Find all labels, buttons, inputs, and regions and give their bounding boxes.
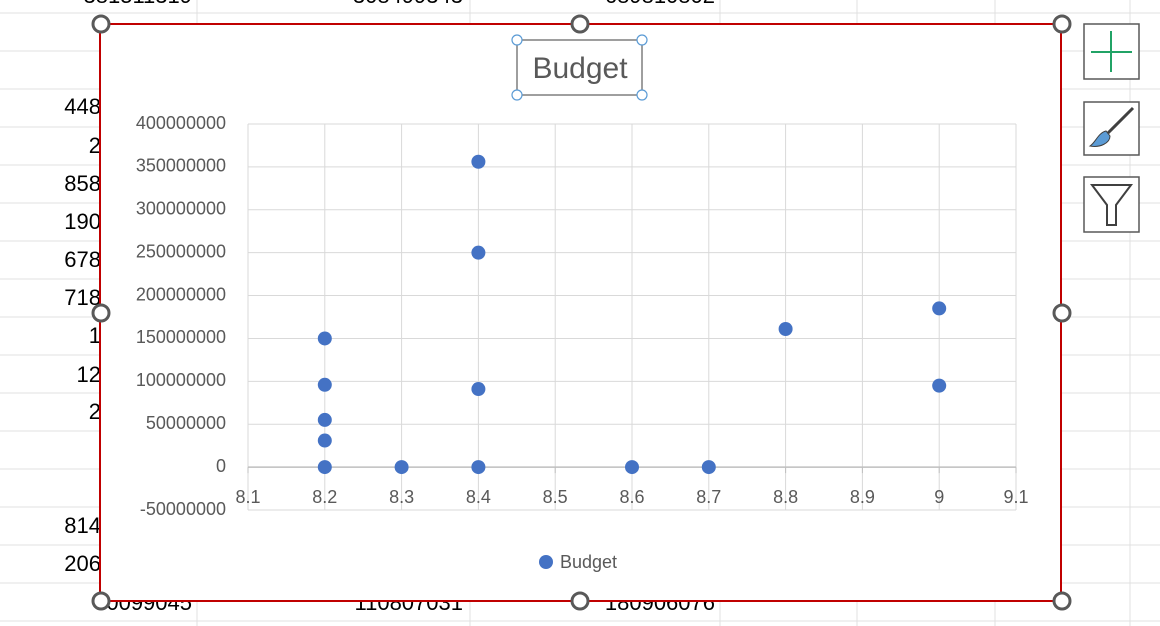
- y-tick-label: 400000000: [136, 113, 226, 133]
- cell-text: 206: [64, 551, 101, 576]
- y-tick-label: -50000000: [140, 499, 226, 519]
- y-tick-label: 250000000: [136, 241, 226, 261]
- point: [471, 154, 486, 169]
- chart-area[interactable]: [99, 23, 1062, 602]
- cell-text: 678: [64, 247, 101, 272]
- point: [701, 460, 716, 475]
- handle[interactable]: [570, 14, 590, 34]
- handle[interactable]: [1052, 591, 1072, 611]
- point: [317, 377, 332, 392]
- handle[interactable]: [1052, 303, 1072, 323]
- point: [317, 331, 332, 346]
- filter-icon: [1090, 184, 1133, 226]
- x-tick-label: 8.3: [389, 487, 414, 507]
- cell-text: 689810802: [605, 0, 715, 8]
- cell-text: 190: [64, 209, 101, 234]
- y-tick-label: 300000000: [136, 199, 226, 219]
- cell-text: 448: [64, 94, 101, 119]
- cell-text: 2: [89, 133, 101, 158]
- cell-text: 858: [64, 171, 101, 196]
- x-tick-label: 8.8: [773, 487, 798, 507]
- y-tick-label: 350000000: [136, 156, 226, 176]
- x-tick-label: 8.4: [466, 487, 491, 507]
- point: [471, 460, 486, 475]
- y-tick-label: 50000000: [146, 413, 226, 433]
- title-handles: [511, 34, 648, 101]
- handle[interactable]: [91, 303, 111, 323]
- handle[interactable]: [570, 591, 590, 611]
- y-tick-label: 100000000: [136, 370, 226, 390]
- point: [317, 460, 332, 475]
- brush-handle: [1106, 106, 1135, 135]
- handle[interactable]: [91, 14, 111, 34]
- x-tick-label: 8.1: [235, 487, 260, 507]
- brush-tip: [1088, 130, 1111, 147]
- legend-marker: [539, 555, 553, 569]
- chart-handles: [91, 14, 1072, 611]
- x-tick-label: 9: [934, 487, 944, 507]
- point: [317, 433, 332, 448]
- handle[interactable]: [636, 34, 648, 46]
- point: [932, 378, 947, 393]
- plot: -50000000 0 50000000 100000000 150000000 2000…: [136, 113, 1029, 572]
- plus-icon: [1091, 31, 1132, 72]
- handle[interactable]: [511, 34, 523, 46]
- handle[interactable]: [511, 89, 523, 101]
- x-tick-label: 8.7: [696, 487, 721, 507]
- y-tick-label: 150000000: [136, 327, 226, 347]
- x-tick-label: 9.1: [1003, 487, 1028, 507]
- point: [778, 322, 793, 337]
- cell-text: 381511319: [84, 0, 193, 8]
- legend-label: Budget: [560, 552, 617, 572]
- cell-text: 1: [89, 323, 101, 348]
- chart-title[interactable]: Budget: [532, 52, 628, 85]
- cell-text: 718: [64, 285, 101, 310]
- title-box[interactable]: [516, 39, 643, 96]
- handle[interactable]: [636, 89, 648, 101]
- chart-buttons: [1083, 23, 1140, 233]
- handle[interactable]: [91, 591, 111, 611]
- y-tick-label: 0: [216, 456, 226, 476]
- point: [932, 301, 947, 316]
- point: [394, 460, 409, 475]
- cell-text: 308499343: [353, 0, 463, 8]
- cell-text: 2: [89, 399, 101, 424]
- y-tick-label: 200000000: [136, 284, 226, 304]
- point: [471, 382, 486, 397]
- x-tick-label: 8.2: [312, 487, 337, 507]
- point: [317, 412, 332, 427]
- cell-text: 814: [64, 513, 101, 538]
- point: [625, 460, 639, 475]
- cell-text: 12: [77, 362, 101, 387]
- handle[interactable]: [1052, 14, 1072, 34]
- x-tick-label: 8.6: [619, 487, 644, 507]
- x-tick-label: 8.9: [850, 487, 875, 507]
- x-tick-label: 8.5: [543, 487, 568, 507]
- point: [471, 245, 486, 260]
